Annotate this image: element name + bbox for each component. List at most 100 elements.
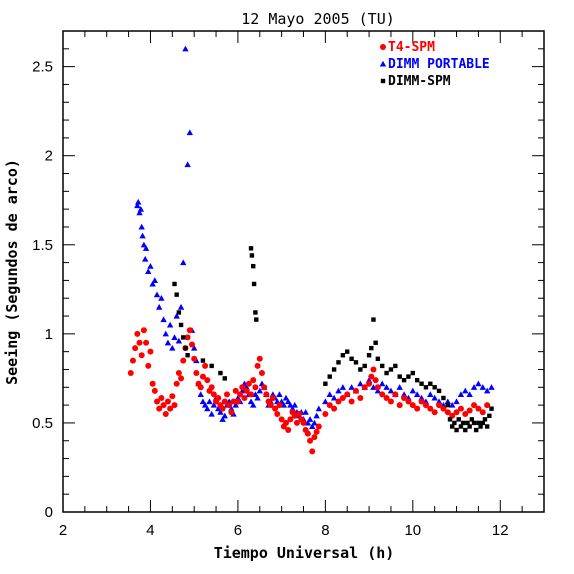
- data-point: [414, 377, 420, 383]
- data-point: [221, 398, 228, 405]
- data-point: [358, 367, 363, 372]
- data-points: [127, 45, 495, 455]
- x-axis-label: Tiempo Universal (h): [214, 544, 395, 562]
- y-tick-label: 1: [45, 326, 53, 343]
- data-point: [311, 419, 318, 426]
- data-point: [487, 413, 492, 418]
- data-point: [219, 405, 226, 412]
- data-point: [480, 420, 485, 426]
- legend: T4-SPM DIMM PORTABLE DIMM-SPM: [379, 40, 490, 89]
- data-point: [460, 420, 466, 426]
- data-point: [174, 292, 179, 297]
- data-point: [140, 241, 148, 248]
- legend-label: T4-SPM: [388, 40, 435, 55]
- data-point: [444, 409, 451, 416]
- data-point: [348, 384, 355, 390]
- data-point: [489, 406, 494, 411]
- data-point: [309, 448, 316, 455]
- series-dimm-spm: [172, 246, 494, 433]
- data-point: [327, 374, 332, 379]
- data-point: [322, 411, 329, 418]
- series-dimm-portable: [134, 45, 495, 430]
- data-point: [237, 391, 244, 398]
- data-point: [156, 303, 163, 310]
- data-point: [379, 391, 386, 398]
- data-point: [248, 391, 255, 398]
- data-point: [200, 358, 206, 363]
- data-point: [475, 405, 482, 412]
- data-point: [269, 394, 276, 401]
- data-point: [339, 384, 347, 390]
- data-point: [436, 402, 443, 409]
- data-point: [243, 387, 250, 394]
- data-point: [436, 388, 442, 394]
- data-point: [380, 363, 385, 369]
- data-point: [431, 394, 438, 401]
- data-point: [158, 394, 165, 401]
- plot-border: [62, 30, 545, 513]
- data-point: [349, 356, 354, 361]
- data-point: [396, 384, 403, 390]
- data-point: [413, 391, 421, 397]
- data-point: [476, 420, 481, 426]
- data-point: [253, 310, 258, 315]
- x-tick-label: 4: [146, 522, 154, 539]
- data-point: [180, 357, 187, 364]
- y-tick-label: 2: [45, 148, 53, 165]
- data-point: [458, 424, 464, 429]
- x-tick-label: 2: [59, 522, 67, 539]
- data-point: [175, 337, 183, 344]
- data-point: [353, 360, 359, 365]
- data-point: [142, 245, 150, 251]
- data-point: [293, 419, 300, 426]
- data-point: [145, 362, 152, 369]
- data-point: [335, 398, 342, 405]
- data-point: [197, 391, 204, 397]
- data-point: [470, 384, 478, 390]
- data-point: [419, 381, 424, 386]
- data-point: [374, 387, 382, 394]
- data-point: [309, 423, 316, 430]
- data-point: [172, 281, 177, 287]
- data-point: [469, 417, 475, 422]
- data-point: [173, 312, 180, 319]
- data-point: [452, 420, 457, 426]
- data-point: [169, 344, 176, 351]
- data-point: [171, 334, 178, 340]
- y-tick-label: 0.5: [32, 415, 53, 432]
- data-point: [361, 384, 368, 391]
- data-point: [274, 411, 281, 418]
- data-point: [176, 310, 182, 315]
- data-point: [201, 401, 209, 408]
- data-point: [251, 281, 257, 287]
- data-point: [453, 409, 460, 416]
- data-point: [186, 327, 193, 334]
- data-point: [182, 45, 189, 52]
- data-point: [251, 263, 256, 269]
- data-point: [453, 398, 460, 405]
- legend-label: DIMM PORTABLE: [388, 57, 490, 72]
- data-point: [388, 367, 394, 372]
- data-point: [127, 370, 134, 377]
- data-point: [372, 377, 379, 384]
- data-point: [135, 198, 142, 205]
- y-tick-label: 1.5: [32, 237, 53, 254]
- data-point: [208, 384, 215, 391]
- data-point: [226, 402, 233, 409]
- data-point: [307, 437, 314, 444]
- data-point: [169, 393, 176, 400]
- data-point: [454, 427, 459, 433]
- data-point: [462, 387, 469, 394]
- data-point: [206, 398, 213, 405]
- data-point: [401, 377, 407, 383]
- data-point: [154, 398, 161, 405]
- data-point: [254, 362, 261, 369]
- data-point: [441, 395, 446, 401]
- data-point: [368, 373, 375, 380]
- data-point: [379, 380, 386, 387]
- data-point: [396, 402, 403, 409]
- data-point: [432, 385, 437, 390]
- data-point: [348, 398, 355, 405]
- data-point: [222, 376, 227, 381]
- data-point: [223, 391, 230, 398]
